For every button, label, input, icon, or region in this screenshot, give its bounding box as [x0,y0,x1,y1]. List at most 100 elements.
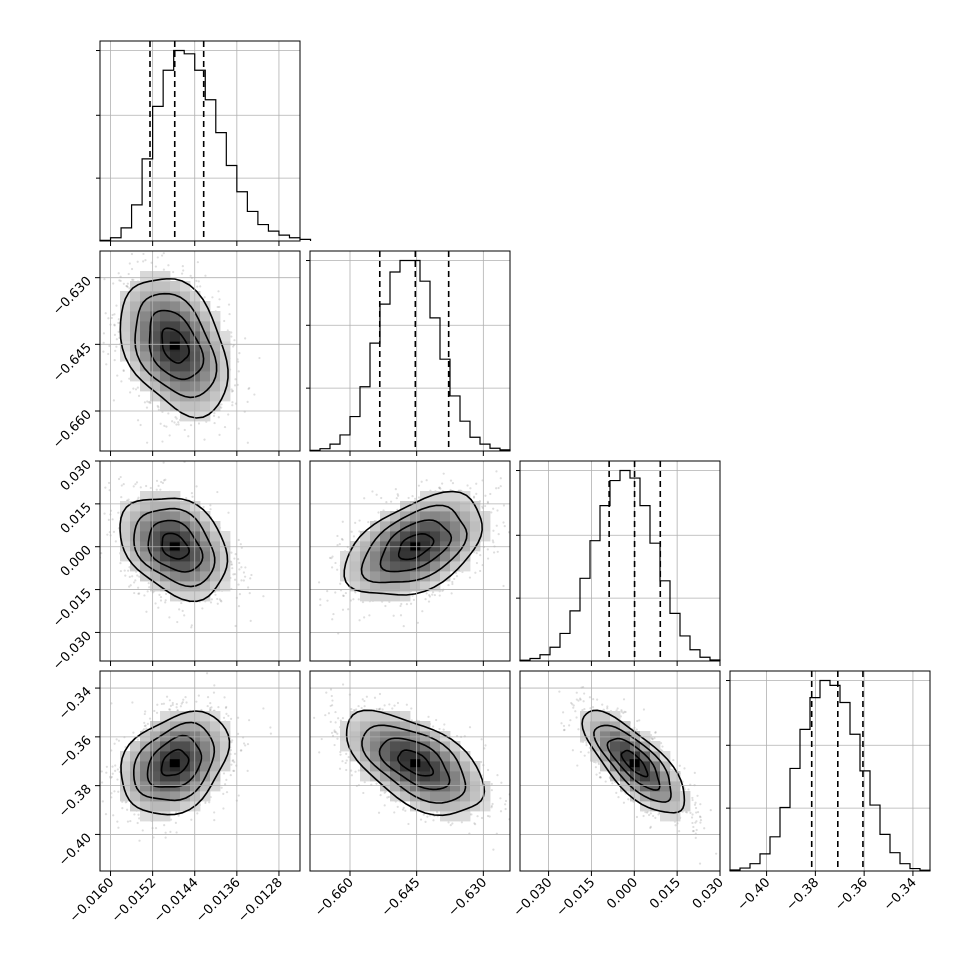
panel-3-0: −0.40−0.38−0.36−0.34−0.0160−0.0152−0.014… [56,670,301,926]
density-cell [170,571,181,582]
density-cell [480,511,491,522]
sample-point [340,537,344,541]
sample-point [317,581,321,584]
density-cell [460,501,471,512]
sample-point [142,260,145,263]
sample-point [162,234,164,236]
density-cell [350,561,361,572]
sample-point [411,495,414,498]
density-cell [160,581,171,592]
density-cell [450,491,461,502]
density-cell [440,541,451,552]
sample-point [164,599,167,602]
density-cell [220,551,231,562]
sample-point [238,568,241,571]
sample-point [111,518,114,521]
density-cell [200,341,211,352]
panel-content [310,461,564,661]
sample-point [339,582,342,585]
sample-point [524,548,526,550]
sample-point [128,262,131,265]
density-cell [420,501,431,512]
sample-point [223,319,226,323]
density-cell [140,311,151,322]
sample-point [181,609,184,613]
sample-point [159,422,162,425]
density-cell [140,361,151,372]
sample-point [479,569,482,573]
sample-point [226,329,229,332]
contour-level-3 [119,277,229,419]
density-cell [410,521,421,532]
sample-point [143,401,147,404]
density-cell [200,391,211,402]
density-cell [210,331,221,342]
sample-point [244,566,247,569]
sample-point [117,739,121,742]
sample-point [344,591,347,595]
sample-point [397,494,400,497]
density-cell [150,561,161,572]
density-cell [140,271,151,282]
density-cell [120,331,131,342]
sample-point [146,590,149,593]
sample-point [93,296,95,298]
density-cell [210,541,221,552]
sample-point [107,481,111,485]
sample-point [127,272,130,276]
sample-point [203,438,206,441]
sample-point [250,573,253,577]
sample-point [232,345,235,348]
density-cell [190,361,201,372]
density-cell [460,541,471,552]
density-cell [150,341,161,352]
density-cell [430,551,441,562]
sample-point [190,626,193,629]
sample-point [380,496,383,500]
sample-point [230,551,233,554]
sample-point [125,285,129,288]
density-cell [350,541,361,552]
sample-point [363,497,366,500]
density-cell [220,361,231,372]
density-cell [380,551,391,562]
density-cell [120,551,131,562]
density-cell [370,571,381,582]
density-cell [440,551,451,562]
density-cell [410,571,421,582]
sample-point [204,274,207,277]
density-cell [180,561,191,572]
sample-point [113,323,116,326]
density-cell [190,341,201,352]
density-cell [130,501,141,512]
sample-point [183,614,186,617]
sample-point [230,561,233,564]
sample-point [239,543,242,546]
density-cell [160,551,171,562]
sample-point [113,313,116,316]
sample-point [161,481,165,485]
density-cell [480,521,491,532]
sample-point [197,422,201,425]
sample-point [400,602,403,606]
sample-point [330,557,333,560]
sample-point [486,500,489,503]
sample-point [139,423,142,427]
density-cell [170,531,181,542]
sample-point [227,511,230,514]
sample-point [495,524,498,527]
sample-point [105,363,108,366]
density-cell [370,591,381,602]
density-cell [140,561,151,572]
sample-point [138,592,141,595]
sample-point [195,485,198,488]
sample-point [136,260,139,263]
contour-level-3 [119,497,229,603]
density-cell [160,271,171,282]
density-cell [130,351,141,362]
density-cell [170,521,181,532]
sample-point [517,497,519,499]
density-cell [400,581,411,592]
sample-point [562,517,564,519]
sample-point [190,624,193,627]
